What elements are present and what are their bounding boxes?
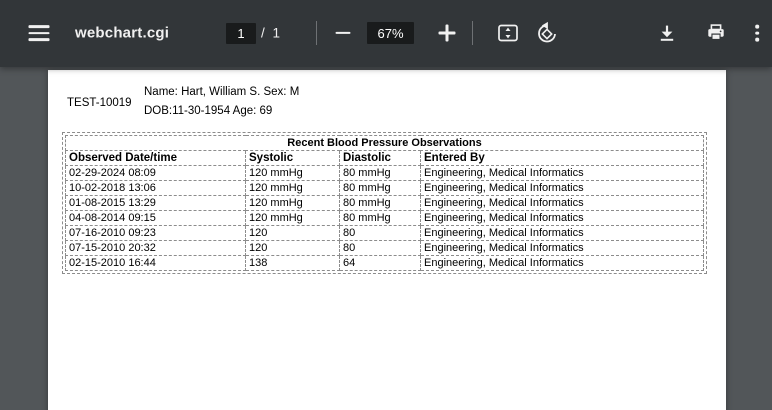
table-row: 10-02-2018 13:06 120 mmHg 80 mmHg Engineeri… [65, 180, 704, 196]
rotate-counterclockwise-icon [538, 21, 556, 43]
download-icon [660, 25, 674, 41]
hamburger-icon [28, 25, 50, 41]
table-row: 07-15-2010 20:32 120 80 Engineering, Medica… [65, 240, 704, 256]
toolbar-divider [472, 21, 473, 45]
more-options-button[interactable] [755, 24, 759, 42]
table-cell: Engineering, Medical Informatics [420, 225, 704, 241]
table-cell: 120 mmHg [245, 180, 340, 196]
page-number-input[interactable] [226, 23, 256, 44]
table-cell: 02-15-2010 16:44 [65, 255, 246, 271]
pdf-toolbar: webchart.cgi / 1 67% [0, 0, 772, 67]
patient-info: Name: Hart, William S. Sex: M DOB:11-30-… [144, 83, 299, 121]
minus-icon [335, 31, 351, 35]
table-cell: 01-08-2015 13:29 [65, 195, 246, 211]
table-title: Recent Blood Pressure Observations [65, 135, 704, 151]
plus-icon [438, 24, 456, 42]
table-cell: Engineering, Medical Informatics [420, 240, 704, 256]
table-row: 02-29-2024 08:09 120 mmHg 80 mmHg Engineeri… [65, 165, 704, 181]
column-header-observed: Observed Date/time [65, 150, 246, 166]
table-cell: 120 mmHg [245, 165, 340, 181]
table-cell: Engineering, Medical Informatics [420, 180, 704, 196]
table-cell: 120 [245, 240, 340, 256]
zoom-in-button[interactable] [438, 24, 456, 42]
table-row: 01-08-2015 13:29 120 mmHg 80 mmHg Engineeri… [65, 195, 704, 211]
patient-dob-line: DOB:11-30-1954 Age: 69 [144, 105, 273, 117]
page-count-label: / 1 [261, 25, 283, 41]
table-cell: 07-15-2010 20:32 [65, 240, 246, 256]
table-row: 07-16-2010 09:23 120 80 Engineering, Medica… [65, 225, 704, 241]
print-button[interactable] [706, 23, 727, 44]
table-cell: 04-08-2014 09:15 [65, 210, 246, 226]
table-cell: 64 [339, 255, 421, 271]
table-cell: Engineering, Medical Informatics [420, 165, 704, 181]
document-title: webchart.cgi [75, 24, 170, 42]
menu-button[interactable] [28, 25, 50, 41]
table-cell: 80 mmHg [339, 165, 421, 181]
kebab-menu-icon [755, 24, 759, 42]
viewer-canvas[interactable]: TEST-10019 Name: Hart, William S. Sex: M… [0, 67, 772, 410]
table-cell: 120 mmHg [245, 210, 340, 226]
table-cell: 120 [245, 225, 340, 241]
table-cell: 120 mmHg [245, 195, 340, 211]
pdf-page: TEST-10019 Name: Hart, William S. Sex: M… [48, 70, 726, 410]
table-row: 04-08-2014 09:15 120 mmHg 80 mmHg Engineeri… [65, 210, 704, 226]
zoom-level-display[interactable]: 67% [367, 22, 414, 44]
patient-id: TEST-10019 [67, 97, 132, 109]
print-icon [708, 24, 724, 40]
column-header-diastolic: Diastolic [339, 150, 421, 166]
table-cell: 138 [245, 255, 340, 271]
table-cell: 02-29-2024 08:09 [65, 165, 246, 181]
fit-to-page-button[interactable] [497, 22, 519, 44]
patient-name-line: Name: Hart, William S. Sex: M [144, 86, 300, 98]
download-button[interactable] [657, 23, 677, 43]
table-cell: 07-16-2010 09:23 [65, 225, 246, 241]
table-cell: Engineering, Medical Informatics [420, 195, 704, 211]
fit-to-page-icon [498, 24, 518, 42]
bp-observations-table: Recent Blood Pressure Observations Obser… [62, 132, 707, 274]
table-cell: 80 mmHg [339, 195, 421, 211]
bp-table-body: 02-29-2024 08:09 120 mmHg 80 mmHg Engineeri… [65, 165, 704, 271]
table-cell: 80 mmHg [339, 180, 421, 196]
table-cell: Engineering, Medical Informatics [420, 210, 704, 226]
table-cell: 80 mmHg [339, 210, 421, 226]
table-cell: Engineering, Medical Informatics [420, 255, 704, 271]
toolbar-divider [316, 21, 317, 45]
column-header-systolic: Systolic [245, 150, 340, 166]
table-row: 02-15-2010 16:44 138 64 Engineering, Medica… [65, 255, 704, 271]
column-header-entered-by: Entered By [420, 150, 704, 166]
table-cell: 80 [339, 225, 421, 241]
zoom-out-button[interactable] [335, 31, 351, 35]
table-cell: 10-02-2018 13:06 [65, 180, 246, 196]
table-cell: 80 [339, 240, 421, 256]
rotate-button[interactable] [535, 21, 560, 46]
